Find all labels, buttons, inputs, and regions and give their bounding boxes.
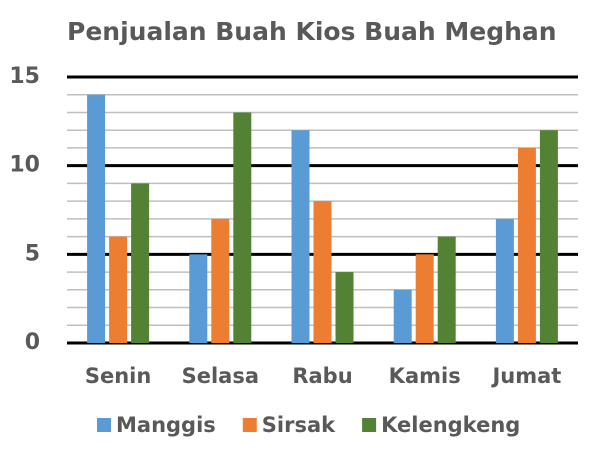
bar: [131, 183, 150, 343]
bar: [233, 112, 252, 343]
x-tick-label: Jumat: [490, 364, 561, 388]
bar: [189, 254, 208, 343]
bar: [495, 218, 514, 343]
x-tick-label: Rabu: [292, 364, 352, 388]
bar: [291, 130, 310, 343]
bar: [539, 130, 558, 343]
legend-label: Kelengkeng: [381, 413, 520, 437]
legend-label: Manggis: [116, 413, 216, 437]
legend-swatch: [242, 418, 257, 432]
legend-label: Sirsak: [262, 413, 336, 437]
bar: [517, 147, 536, 343]
y-tick-label: 0: [25, 330, 40, 355]
bar: [335, 272, 354, 343]
chart-title: Penjualan Buah Kios Buah Meghan: [67, 17, 557, 46]
bar: [313, 201, 332, 343]
y-tick-label: 10: [9, 153, 40, 178]
legend-swatch: [97, 418, 111, 432]
bar: [415, 254, 434, 343]
y-tick-label: 5: [25, 241, 40, 266]
bar: [211, 218, 230, 343]
legend-swatch: [362, 418, 377, 432]
x-tick-label: Senin: [85, 364, 151, 388]
x-tick-label: Kamis: [389, 364, 461, 388]
bar: [437, 236, 456, 343]
y-tick-label: 15: [9, 64, 40, 89]
bar: [87, 94, 106, 343]
x-tick-label: Selasa: [182, 364, 259, 388]
bar: [393, 289, 412, 343]
bar: [109, 236, 128, 343]
